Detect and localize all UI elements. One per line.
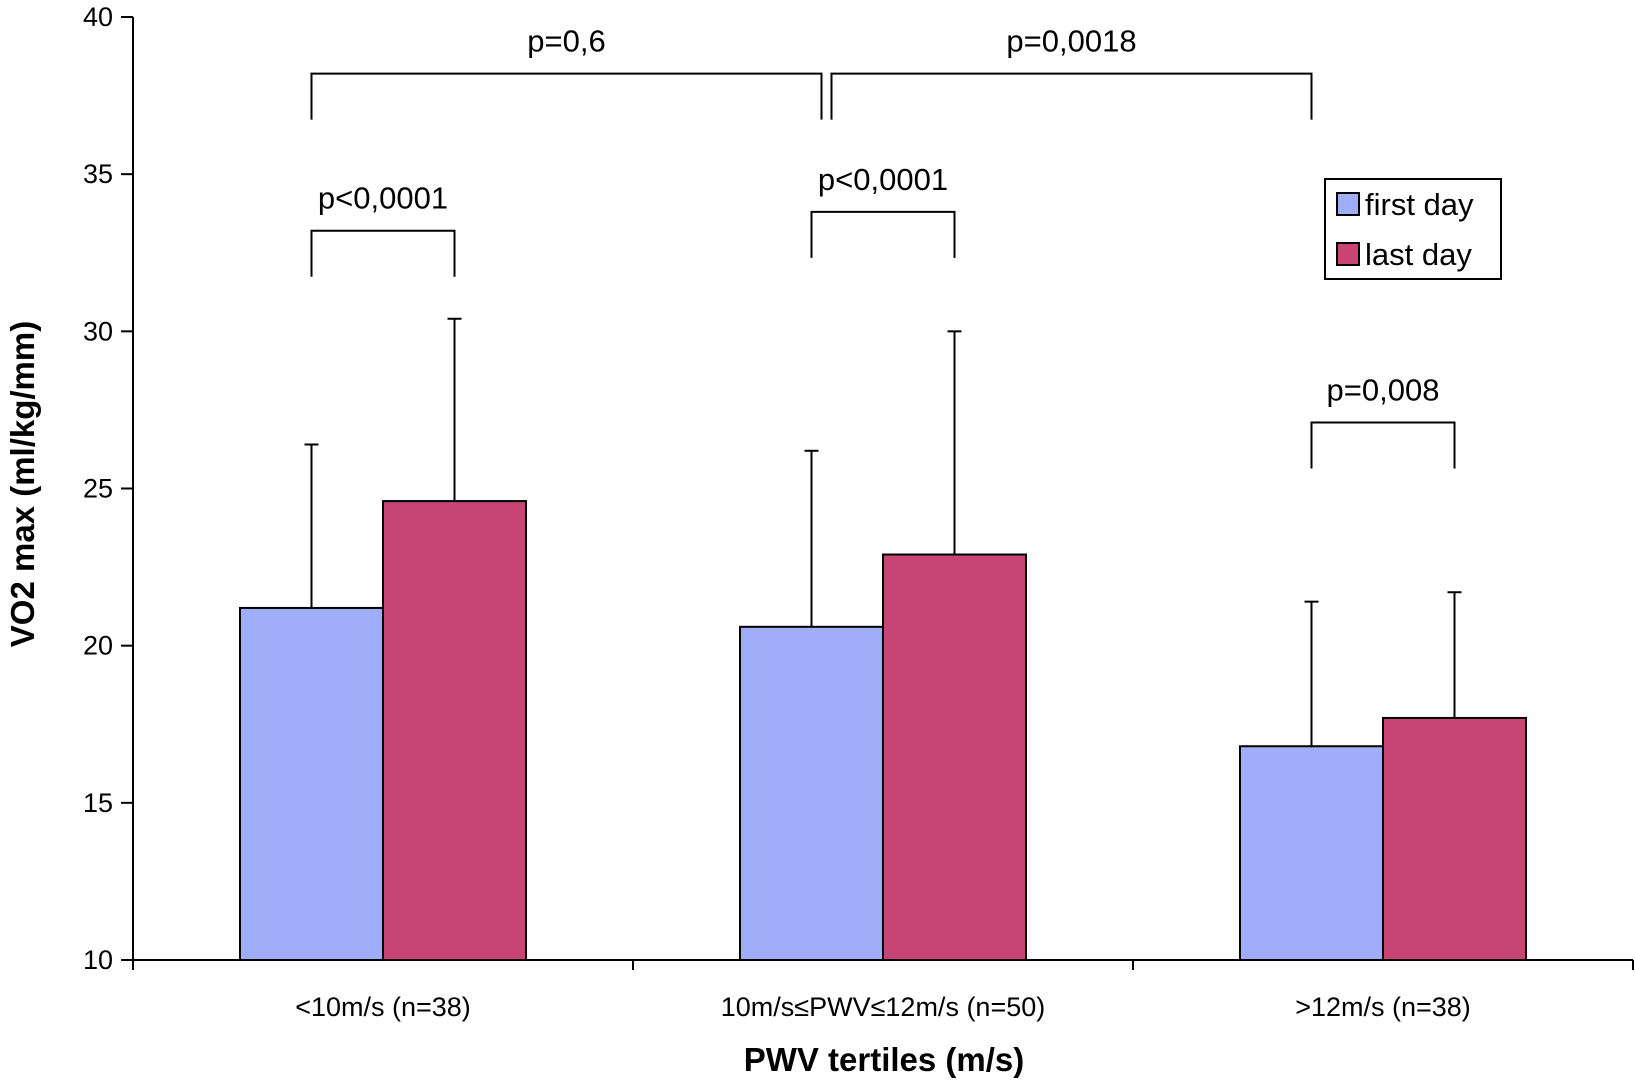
bar-last-day-0 [382,500,527,961]
legend-label-last-day: last day [1365,237,1472,272]
legend-swatch-first-day [1336,192,1360,216]
significance-bracket-4 [830,72,1313,120]
bar-first-day-0 [239,606,384,961]
bar-last-day-1 [882,553,1027,961]
y-tick-label-15: 15 [83,788,113,818]
annotations-layer: p<0,0001 p<0,0001 p=0,008 p=0,6 p=0,0018 [310,24,1456,469]
y-tick-label-35: 35 [83,159,113,189]
y-tick-label-30: 30 [83,316,113,346]
p-value-label-3: p=0,6 [527,24,605,59]
p-value-label-2: p=0,008 [1327,372,1440,407]
x-axis-title: PWV tertiles (m/s) [744,1041,1025,1078]
x-category-label-1: 10m/s≤PWV≤12m/s (n=50) [721,992,1046,1022]
y-tick-label-25: 25 [83,474,113,504]
bar-first-day-1 [739,625,884,961]
legend-swatch-last-day [1336,242,1360,266]
significance-bracket-0 [310,229,456,277]
y-axis-title: VO2 max (ml/kg/mm) [4,321,41,647]
bar-last-day-2 [1382,716,1527,961]
significance-bracket-3 [310,72,823,120]
bar-first-day-2 [1239,745,1384,962]
significance-bracket-1 [810,210,956,258]
axes-layer: 10 15 20 25 30 35 40 <10m/s (n=38) 10m/s≤PWV≤12m… [83,2,1634,1022]
error-bars-layer [304,317,1462,747]
bars-layer [239,500,1527,962]
y-tick-label-40: 40 [83,2,113,32]
x-category-label-2: >12m/s (n=38) [1295,992,1471,1022]
legend-label-first-day: first day [1365,187,1474,222]
p-value-label-1: p<0,0001 [818,162,948,197]
p-value-label-4: p=0,0018 [1006,24,1136,59]
x-category-label-0: <10m/s (n=38) [295,992,471,1022]
y-tick-label-10: 10 [83,945,113,975]
legend: first day last day [1324,178,1502,280]
significance-bracket-2 [1310,421,1456,469]
p-value-label-0: p<0,0001 [318,181,448,216]
y-tick-label-20: 20 [83,631,113,661]
